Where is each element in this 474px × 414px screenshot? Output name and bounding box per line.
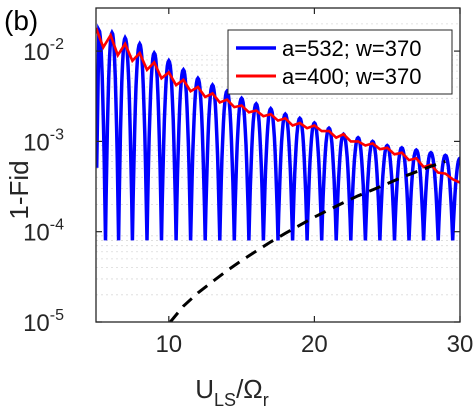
x-tick-label: 20 (301, 331, 328, 358)
y-tick-label: 10-3 (23, 126, 64, 156)
legend-box (227, 29, 453, 95)
legend-label-red: a=400; w=370 (282, 64, 421, 89)
x-axis-title-sub1: LS (214, 390, 236, 410)
series-blue-line (96, 23, 460, 241)
x-tick-label: 30 (447, 331, 474, 358)
axis-ticks: 10 20 30 10-5 10-4 10-3 10-2 (23, 8, 473, 358)
panel-label: (b) (4, 5, 38, 36)
x-axis-title-slash: /Ω (236, 374, 263, 404)
y-tick-label: 10-4 (23, 217, 64, 247)
plot-frame (95, 7, 461, 323)
y-axis-title: 1-Fid (4, 160, 34, 219)
legend-label-blue: a=532; w=370 (282, 36, 421, 61)
y-tick-label: 10-2 (23, 36, 64, 66)
x-axis-title: ULS/Ωr (195, 374, 268, 410)
legend: a=532; w=370 a=400; w=370 (227, 29, 453, 95)
x-axis-title-sub2: r (263, 390, 269, 410)
series-black-dashed-line (169, 159, 446, 322)
series-red-line (96, 27, 460, 184)
y-tick-label: 10-5 (23, 307, 64, 337)
x-tick-label: 10 (155, 331, 182, 358)
x-axis-title-main: U (195, 374, 214, 404)
series-layer (96, 23, 460, 322)
